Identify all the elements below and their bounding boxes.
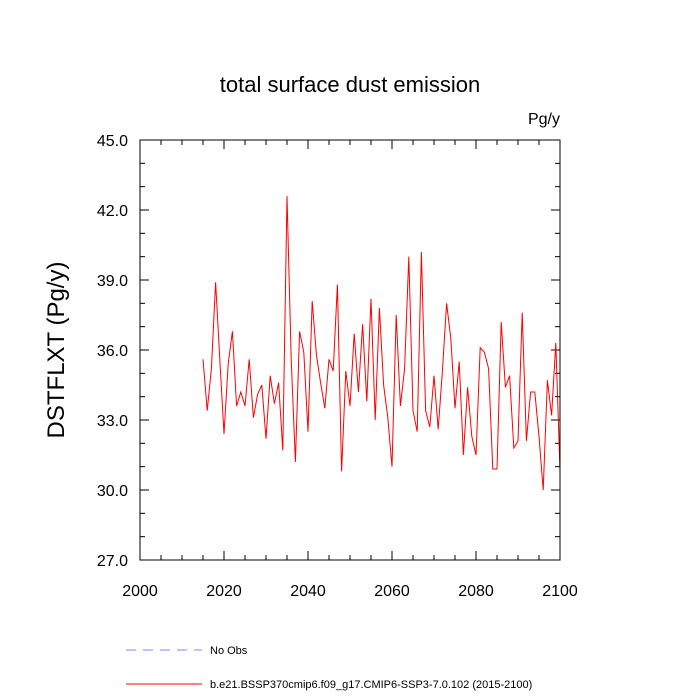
x-tick-label: 2060: [374, 583, 410, 600]
series-layer: [202, 195, 561, 491]
x-tick-label: 2100: [542, 583, 578, 600]
x-tick-label: 2000: [122, 583, 158, 600]
x-tick-label: 2040: [290, 583, 326, 600]
series-line: [202, 195, 561, 491]
y-tick-label: 27.0: [97, 553, 128, 570]
units-label: Pg/y: [528, 111, 560, 128]
plot-frame: [139, 139, 561, 561]
y-axis-label: DSTFLXT (Pg/y): [43, 262, 70, 439]
y-tick-label: 39.0: [97, 273, 128, 290]
y-tick-label: 30.0: [97, 483, 128, 500]
axis-tick-labels: 27.0 30.0 33.0 36.0 39.0 42.0 45.0 2000 2020 2040…: [97, 133, 578, 600]
y-tick-label: 33.0: [97, 413, 128, 430]
x-tick-label: 2020: [206, 583, 242, 600]
legend-label: No Obs: [210, 645, 248, 657]
legend: No Obs b.e21.BSSP370cmip6.f09_g17.CMIP6-S…: [126, 645, 532, 691]
y-tick-label: 45.0: [97, 133, 128, 150]
axis-ticks: [139, 139, 561, 561]
x-tick-label: 2080: [458, 583, 494, 600]
y-tick-label: 42.0: [97, 203, 128, 220]
y-tick-label: 36.0: [97, 343, 128, 360]
legend-label: b.e21.BSSP370cmip6.f09_g17.CMIP6-SSP3-7.…: [210, 679, 532, 691]
chart-title: total surface dust emission: [220, 72, 480, 97]
